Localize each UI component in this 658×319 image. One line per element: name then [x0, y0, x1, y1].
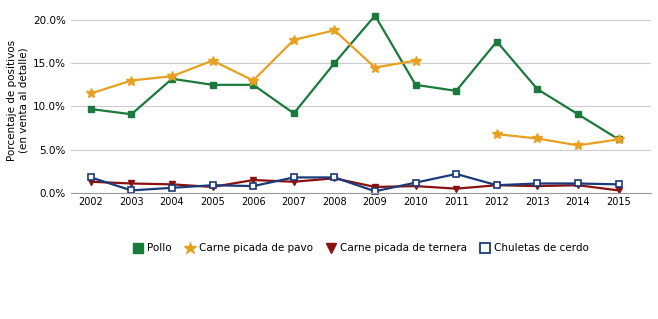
Legend: Pollo, Carne picada de pavo, Carne picada de ternera, Chuletas de cerdo: Pollo, Carne picada de pavo, Carne picad…	[128, 239, 593, 257]
Y-axis label: Porcentaje de positivos
(en venta al detalle): Porcentaje de positivos (en venta al det…	[7, 40, 28, 160]
